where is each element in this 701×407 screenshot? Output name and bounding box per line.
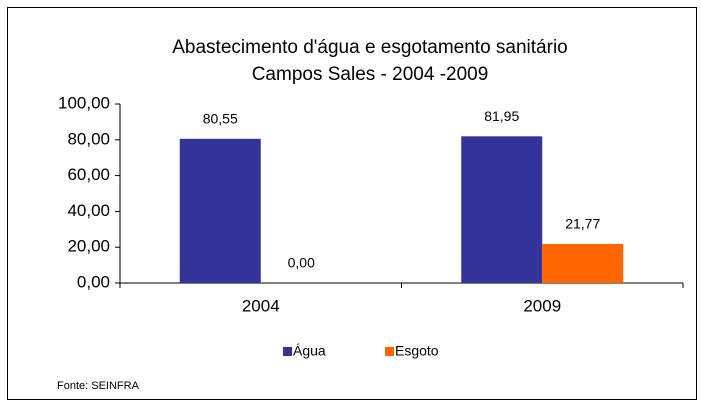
y-tick-label: 40,00: [67, 201, 110, 220]
y-tick-label: 60,00: [67, 165, 110, 184]
legend-swatch: [385, 347, 394, 356]
chart-border: [7, 7, 697, 400]
y-tick-label: 20,00: [67, 237, 110, 256]
legend-label: Água: [293, 343, 326, 359]
value-label: 21,77: [565, 216, 600, 232]
value-label: 81,95: [484, 108, 519, 124]
bar: [461, 136, 543, 283]
value-label: 80,55: [203, 111, 238, 127]
legend-label: Esgoto: [395, 343, 439, 359]
value-label: 0,00: [288, 255, 315, 271]
chart-subtitle: Campos Sales - 2004 -2009: [252, 64, 489, 85]
bar: [179, 138, 261, 283]
y-tick-label: 100,00: [58, 93, 110, 112]
source-note: Fonte: SEINFRA: [57, 380, 140, 392]
legend-swatch: [283, 347, 292, 356]
y-tick-label: 0,00: [77, 272, 110, 291]
x-tick-label: 2009: [523, 296, 561, 315]
bar: [542, 244, 624, 283]
y-tick-label: 80,00: [67, 129, 110, 148]
x-tick-label: 2004: [242, 296, 280, 315]
chart-title: Abastecimento d'água e esgotamento sanit…: [172, 37, 568, 58]
